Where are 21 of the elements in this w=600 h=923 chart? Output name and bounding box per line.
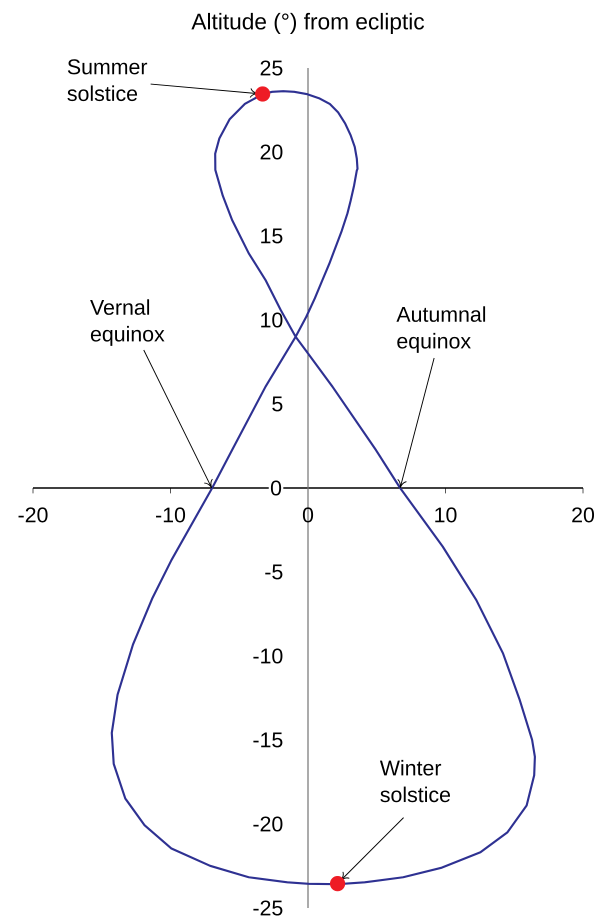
y-tick-label: -15	[253, 732, 282, 748]
y-tick-label: 10	[261, 312, 282, 328]
y-tick-label: 15	[261, 228, 282, 244]
annotation: Winter solstice	[380, 760, 450, 802]
y-tick-label: -10	[253, 648, 282, 664]
x-tick-label: 0	[302, 507, 314, 522]
annotation: Vernal equinox	[90, 299, 164, 346]
x-tick-label: 20	[572, 507, 594, 522]
x-tick-label: -10	[156, 507, 186, 522]
y-tick-label: -20	[253, 816, 282, 832]
y-tick-label: -25	[253, 900, 282, 916]
annotation: Autumnal equinox	[396, 306, 486, 353]
x-tick-label: -20	[18, 507, 48, 522]
y-axis-title: Altitude (°) from ecliptic	[191, 12, 424, 34]
y-tick-label: 0	[270, 480, 282, 496]
y-tick-label: 20	[260, 144, 282, 160]
x-tick-label: 10	[435, 507, 457, 522]
y-tick-label: 5	[272, 396, 282, 412]
y-tick-label: -5	[265, 564, 282, 580]
y-tick-label: 25	[260, 60, 282, 76]
annotation: Summer solstice	[67, 59, 148, 102]
